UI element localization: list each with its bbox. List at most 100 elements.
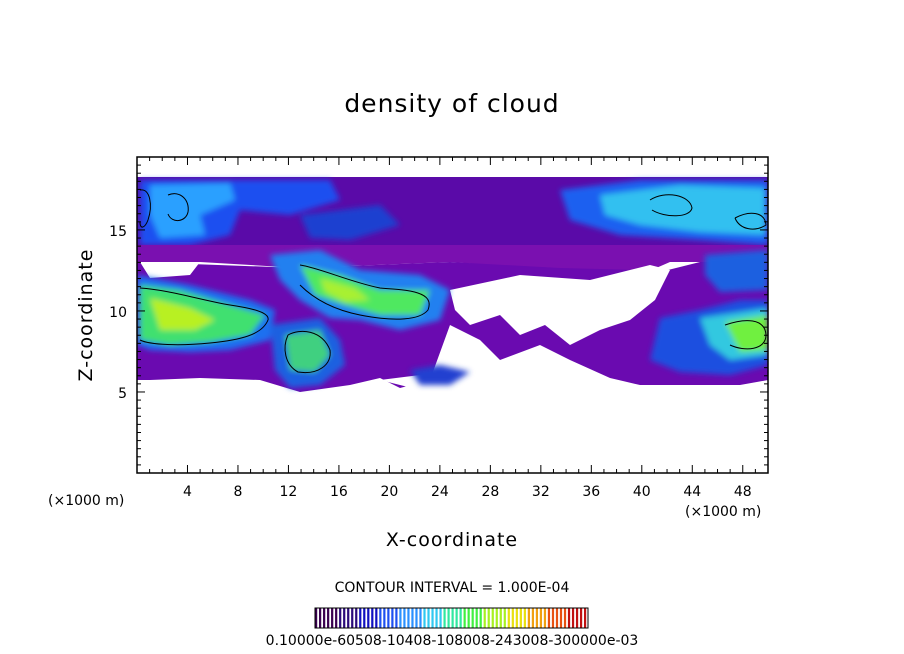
x-tick-label: 32 xyxy=(532,484,550,500)
colorbar-stripe xyxy=(475,608,478,628)
colorbar-stripe xyxy=(523,608,526,628)
colorbar-stripe xyxy=(507,608,510,628)
contour-upper-right-2 xyxy=(734,212,767,230)
x-axis-label: X-coordinate xyxy=(386,529,518,551)
colorbar-stripe xyxy=(455,608,458,628)
x-tick-label: 44 xyxy=(683,484,701,500)
colorbar-stripe xyxy=(479,608,482,628)
x-tick-label: 40 xyxy=(633,484,651,500)
colorbar-stripe xyxy=(347,608,350,628)
colorbar-stripe xyxy=(495,608,498,628)
gap-1 xyxy=(450,265,670,345)
colorbar-stripe xyxy=(315,608,318,628)
colorbar-frame xyxy=(314,607,589,629)
y-axis-label: Z-coordinate xyxy=(75,249,97,382)
colorbar-stripe xyxy=(551,608,555,628)
colorbar-stripe xyxy=(499,608,502,628)
x-unit-left: (×1000 m) xyxy=(48,493,124,509)
contour-lower-lobe xyxy=(284,330,331,374)
colorbar-stripe xyxy=(515,608,518,628)
colorbar-stripe xyxy=(559,608,563,628)
colorbar-stripe xyxy=(423,608,426,628)
colorbar-stripe xyxy=(371,608,374,628)
x-axis-ticks: 4 8 12 16 20 24 28 32 36 40 44 48 xyxy=(149,157,756,500)
colorbar-stripe xyxy=(439,608,442,628)
x-tick-label: 36 xyxy=(582,484,600,500)
colorbar-stripe xyxy=(379,608,382,628)
upper-mid-blue xyxy=(300,205,400,240)
colorbar-stripe xyxy=(555,608,559,628)
colorbar-stripe xyxy=(459,608,462,628)
y-axis-ticks: 5 10 15 xyxy=(109,164,768,466)
colorbar-stripe xyxy=(319,608,322,628)
upper-left-cyan xyxy=(150,183,235,238)
y-tick-label: 5 xyxy=(118,386,127,402)
colorbar-stripe xyxy=(327,608,330,628)
contour-upper-left xyxy=(167,193,189,221)
x-tick-label: 12 xyxy=(280,484,298,500)
right-core-green xyxy=(725,315,768,352)
colorbar-stripe xyxy=(579,608,583,628)
colorbar-stripe xyxy=(355,608,358,628)
colorbar-stripe xyxy=(467,608,470,628)
y-tick-label: 10 xyxy=(109,305,127,321)
colorbar-stripe xyxy=(375,608,378,628)
colorbar-stripe xyxy=(451,608,454,628)
x-tick-label: 24 xyxy=(431,484,449,500)
colorbar-stripe xyxy=(363,608,366,628)
colorbar-stripe xyxy=(427,608,430,628)
x-tick-label: 20 xyxy=(380,484,398,500)
contour-left xyxy=(139,287,269,346)
y-tick-label: 15 xyxy=(109,224,127,240)
colorbar-stripe xyxy=(387,608,390,628)
bottom-patch xyxy=(410,365,470,385)
colorbar-stripe xyxy=(435,608,438,628)
colorbar-stripe xyxy=(391,608,394,628)
contour-interval: CONTOUR INTERVAL = 1.000E-04 xyxy=(335,580,570,596)
colorbar-stripe xyxy=(367,608,370,628)
colorbar-stripe xyxy=(359,608,362,628)
chart-title: density of cloud xyxy=(344,89,559,118)
density-field xyxy=(137,177,768,392)
center-core-green xyxy=(300,265,430,315)
colorbar-stripe xyxy=(483,608,486,628)
colorbar-stripe xyxy=(503,608,506,628)
colorbar-labels: 0.10000e-60508-10408-108008-243008-30000… xyxy=(266,633,639,649)
colorbar-stripe xyxy=(571,608,575,628)
colorbar-stripe xyxy=(511,608,514,628)
colorbar-stripe xyxy=(383,608,386,628)
colorbar-stripe xyxy=(403,608,406,628)
upper-right-cyan xyxy=(600,185,765,235)
colorbar-stripe xyxy=(547,608,551,628)
colorbar-stripe xyxy=(539,608,543,628)
colorbar-stripe xyxy=(395,608,398,628)
colorbar-stripe xyxy=(563,608,567,628)
colorbar-stripe xyxy=(419,608,422,628)
colorbar-stripe xyxy=(567,608,571,628)
colorbar-stripe xyxy=(583,608,587,628)
colorbar-stripe xyxy=(575,608,579,628)
colorbar-stripe xyxy=(443,608,446,628)
colorbar-stripe xyxy=(471,608,474,628)
colorbar-stripe xyxy=(335,608,338,628)
colorbar-stripe xyxy=(431,608,434,628)
gap-3 xyxy=(140,262,200,278)
colorbar-stripe xyxy=(399,608,402,628)
colorbar-stripe xyxy=(519,608,522,628)
colorbar-stripe xyxy=(411,608,414,628)
colorbar-stripe xyxy=(331,608,334,628)
colorbar-stripe xyxy=(351,608,354,628)
x-tick-label: 4 xyxy=(183,484,192,500)
center-core-yellow xyxy=(320,278,370,302)
colorbar-stripe xyxy=(535,608,539,628)
colorbar-stripe xyxy=(531,608,535,628)
colorbar-stripe xyxy=(491,608,494,628)
right-mid-patch xyxy=(705,250,768,292)
contour-left-edge xyxy=(139,189,151,228)
colorbar-stripe xyxy=(343,608,346,628)
colorbar-stripe xyxy=(543,608,547,628)
colorbar-stripe xyxy=(447,608,450,628)
lower-lobe-green xyxy=(285,330,330,372)
colorbar-stripe xyxy=(407,608,410,628)
